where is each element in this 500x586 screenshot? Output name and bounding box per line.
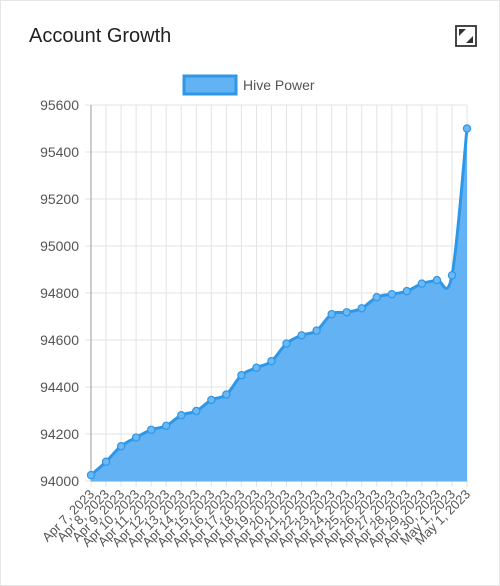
series-area (91, 128, 467, 481)
data-point (146, 425, 156, 434)
data-point (131, 433, 141, 442)
legend-swatch (182, 74, 238, 96)
data-point (312, 326, 321, 335)
data-point (192, 406, 201, 416)
data-point (101, 457, 111, 466)
data-point (252, 363, 261, 372)
y-tick-label: 95200 (40, 191, 79, 207)
legend-label: Hive Power (243, 77, 315, 93)
data-point (447, 271, 457, 280)
data-point (462, 124, 472, 133)
data-point (207, 395, 216, 405)
data-point (237, 371, 246, 380)
y-tick-label: 94200 (40, 426, 79, 442)
expand-icon[interactable] (455, 25, 477, 47)
y-tick-label: 95600 (40, 97, 79, 113)
data-point (222, 390, 231, 399)
data-point (417, 279, 427, 288)
data-point (282, 339, 291, 348)
data-point (297, 331, 306, 340)
data-point (86, 470, 96, 480)
y-tick-label: 94000 (40, 473, 79, 489)
y-tick-label: 94600 (40, 332, 79, 348)
y-tick-label: 95400 (40, 144, 79, 160)
data-point (342, 308, 351, 317)
card-title: Account Growth (29, 25, 172, 47)
y-tick-label: 94400 (40, 379, 79, 395)
data-point (372, 293, 381, 302)
y-tick-label: 94800 (40, 285, 79, 301)
data-point (327, 309, 336, 319)
data-point (357, 304, 366, 313)
expand-icon-graphic (455, 25, 477, 47)
data-point (116, 442, 126, 451)
data-point (387, 289, 396, 299)
data-point (432, 275, 442, 285)
data-point (402, 286, 412, 296)
data-point (177, 411, 186, 420)
data-point (161, 421, 171, 430)
y-tick-label: 95000 (40, 238, 79, 254)
data-point (267, 356, 276, 366)
